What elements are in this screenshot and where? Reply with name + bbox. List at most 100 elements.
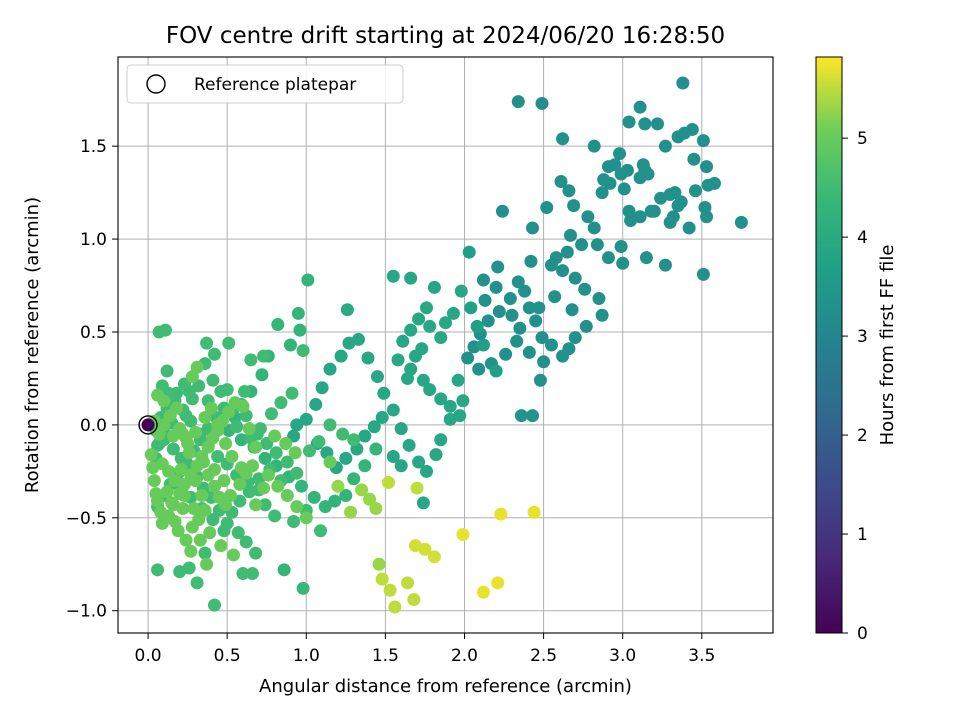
x-tick-label: 0.5 xyxy=(214,646,241,666)
data-point xyxy=(578,282,592,296)
data-point xyxy=(211,449,225,463)
data-point xyxy=(144,448,158,462)
data-point xyxy=(242,485,256,499)
y-axis-ticks: −1.0 −0.5 0.0 0.5 1.0 1.5 xyxy=(66,137,118,622)
data-point xyxy=(315,381,329,395)
data-point xyxy=(323,455,337,469)
data-point xyxy=(165,496,179,510)
x-tick-label: 3.0 xyxy=(609,646,636,666)
data-point xyxy=(638,117,652,131)
data-point xyxy=(369,502,383,516)
data-point xyxy=(696,267,710,281)
x-tick-label: 1.0 xyxy=(293,646,320,666)
data-point xyxy=(225,449,239,463)
data-point xyxy=(190,360,204,374)
data-point xyxy=(173,422,187,436)
data-point xyxy=(195,489,209,503)
data-point xyxy=(472,362,486,376)
data-point xyxy=(258,451,272,465)
data-point xyxy=(223,489,237,503)
data-point xyxy=(174,462,188,476)
data-point xyxy=(196,455,210,469)
data-point xyxy=(568,271,582,285)
data-point xyxy=(192,379,206,393)
data-point xyxy=(231,526,245,540)
data-point xyxy=(211,418,225,432)
x-tick-label: 0.0 xyxy=(135,646,162,666)
data-point xyxy=(182,446,196,460)
reference-point xyxy=(141,418,155,432)
x-axis-label: Angular distance from reference (arcmin) xyxy=(259,676,632,697)
colorbar-tick-label: 1 xyxy=(857,525,868,545)
data-point xyxy=(301,273,315,287)
colorbar-tick-label: 4 xyxy=(857,228,868,248)
data-point xyxy=(601,160,615,174)
data-point xyxy=(233,477,247,491)
data-point xyxy=(412,455,426,469)
data-point xyxy=(296,581,310,595)
data-point xyxy=(412,312,426,326)
data-point xyxy=(285,386,299,400)
data-point xyxy=(556,132,570,146)
data-point xyxy=(489,364,503,378)
data-point xyxy=(190,576,204,590)
data-point xyxy=(535,96,549,110)
plot-frame xyxy=(117,56,774,634)
data-point xyxy=(518,284,532,298)
data-point xyxy=(334,349,348,363)
colorbar-ticks: 0 1 2 3 4 5 xyxy=(842,129,868,644)
data-point xyxy=(230,420,244,434)
data-point xyxy=(217,524,231,538)
data-point xyxy=(261,468,275,482)
data-point xyxy=(427,550,441,564)
data-point xyxy=(257,349,271,363)
data-point xyxy=(288,446,302,460)
data-point xyxy=(375,572,389,586)
data-point xyxy=(291,306,305,320)
y-tick-label: 1.0 xyxy=(80,230,107,250)
data-point xyxy=(639,251,653,265)
data-point xyxy=(340,303,354,317)
data-point xyxy=(394,459,408,473)
data-point xyxy=(226,548,240,562)
data-point xyxy=(375,410,389,424)
data-point xyxy=(427,280,441,294)
data-point xyxy=(434,331,448,345)
data-point xyxy=(309,397,323,411)
data-point xyxy=(418,542,432,556)
colorbar-tick-label: 2 xyxy=(857,426,868,446)
colorbar-tick-label: 0 xyxy=(857,624,868,644)
data-point xyxy=(355,483,369,497)
scatter-points xyxy=(141,76,748,614)
data-point xyxy=(481,314,495,328)
data-point xyxy=(597,173,611,187)
data-point xyxy=(200,336,214,350)
colorbar-label: Hours from first FF file xyxy=(877,245,898,446)
y-tick-label: 0.0 xyxy=(80,416,107,436)
data-point xyxy=(147,474,161,488)
data-point xyxy=(456,528,470,542)
data-point xyxy=(622,115,636,129)
data-point xyxy=(545,258,559,272)
data-point xyxy=(454,284,468,298)
data-point xyxy=(404,271,418,285)
data-point xyxy=(416,496,430,510)
data-point xyxy=(388,600,402,614)
data-point xyxy=(532,301,546,315)
data-point xyxy=(283,338,297,352)
data-point xyxy=(416,373,430,387)
data-point xyxy=(565,303,579,317)
data-point xyxy=(633,100,647,114)
data-point xyxy=(244,353,258,367)
data-point xyxy=(158,323,172,337)
data-point xyxy=(369,442,383,456)
data-point xyxy=(527,505,541,519)
data-point xyxy=(464,301,478,315)
data-point xyxy=(382,475,396,489)
y-tick-label: −1.0 xyxy=(66,602,107,622)
data-point xyxy=(511,95,525,109)
data-point xyxy=(187,502,201,516)
data-point xyxy=(620,163,634,177)
data-point xyxy=(279,436,293,450)
